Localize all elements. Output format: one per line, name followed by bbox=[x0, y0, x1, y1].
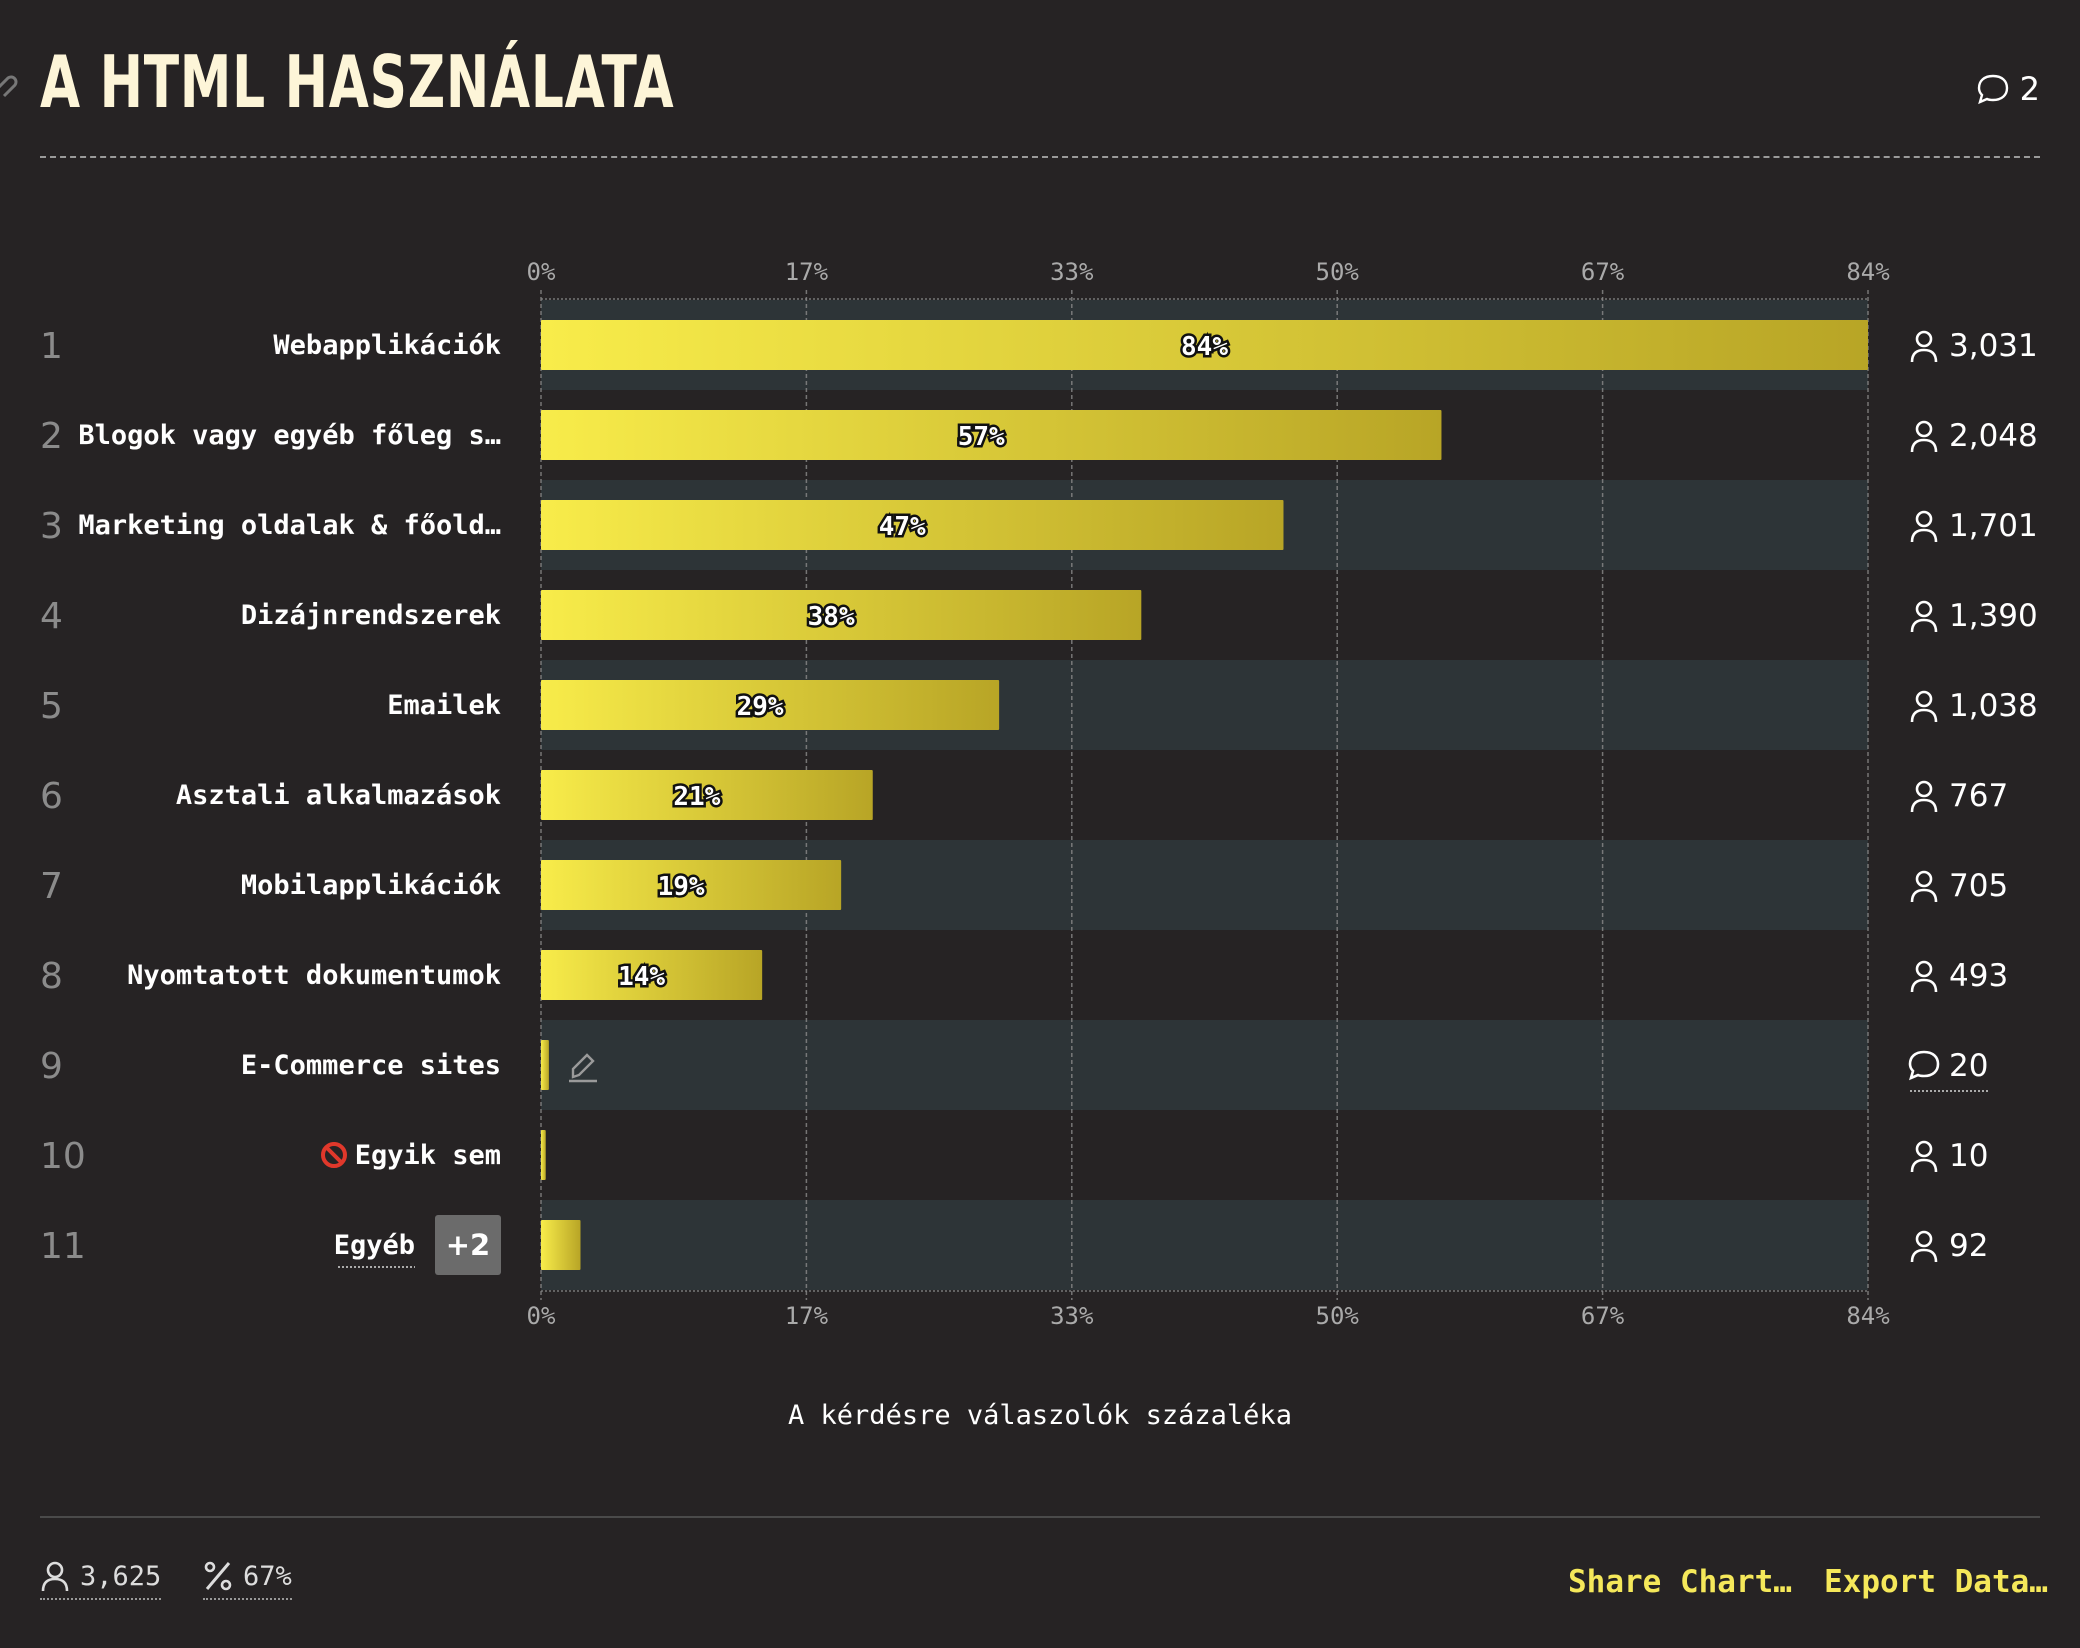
row-band bbox=[541, 1020, 1868, 1110]
bar-value-label: 19% bbox=[658, 872, 705, 902]
rank-number: 1 bbox=[40, 326, 63, 367]
x-axis-title: A kérdésre válaszolók százaléka bbox=[788, 1400, 1292, 1431]
rank-number: 3 bbox=[40, 506, 63, 547]
person-icon bbox=[41, 1561, 69, 1592]
person-icon bbox=[1910, 870, 1938, 903]
x-tick-label-top: 33% bbox=[1050, 258, 1094, 286]
person-icon bbox=[1910, 780, 1938, 813]
bar-value-label: 47% bbox=[879, 512, 926, 542]
count-value: 92 bbox=[1949, 1228, 1988, 1264]
category-label: Dizájnrendszerek bbox=[241, 600, 501, 631]
comment-count: 2 bbox=[2019, 70, 2040, 108]
bar[interactable] bbox=[541, 500, 1284, 550]
person-icon bbox=[1910, 1140, 1938, 1173]
comment-icon bbox=[1977, 74, 2008, 105]
bar-value-label: 21% bbox=[673, 782, 720, 812]
category-label: Asztali alkalmazások bbox=[176, 780, 501, 811]
bar-value-label: 38% bbox=[808, 602, 855, 632]
title-divider bbox=[40, 156, 2040, 158]
category-label: Webapplikációk bbox=[273, 330, 501, 361]
x-tick-label-top: 17% bbox=[785, 258, 829, 286]
share-chart-button[interactable]: Share Chart… bbox=[1568, 1564, 1792, 1600]
percent-stat[interactable]: 67% bbox=[203, 1560, 292, 1600]
x-tick-label-top: 0% bbox=[527, 258, 556, 286]
bar[interactable] bbox=[541, 770, 873, 820]
person-icon bbox=[1910, 330, 1938, 363]
bar[interactable] bbox=[541, 1040, 549, 1090]
rank-number: 11 bbox=[40, 1226, 86, 1267]
rank-number: 9 bbox=[40, 1046, 63, 1087]
bar-chart: 0% 0% 17% 17% 33% 33% 50% 50% 67% 67% 84% 84% 1 Webap… bbox=[40, 258, 2038, 1330]
x-tick-label-bottom: 50% bbox=[1316, 1302, 1360, 1330]
category-label[interactable]: Egyéb bbox=[334, 1230, 415, 1261]
rank-number: 7 bbox=[40, 866, 63, 907]
category-label: E-Commerce sites bbox=[241, 1050, 501, 1081]
percent-value: 67% bbox=[243, 1560, 292, 1592]
category-label: Emailek bbox=[387, 690, 501, 721]
respondents-stat[interactable]: 3,625 bbox=[40, 1560, 162, 1600]
other-badge-label: +2 bbox=[446, 1228, 490, 1262]
page-title: A HTML HASZNÁLATA bbox=[40, 40, 675, 124]
count-value: 1,701 bbox=[1949, 508, 2038, 544]
bar[interactable] bbox=[541, 410, 1442, 460]
prohibited-icon-slash bbox=[325, 1146, 343, 1164]
bar-value-label: 29% bbox=[737, 692, 784, 722]
rank-number: 2 bbox=[40, 416, 63, 457]
count-value: 493 bbox=[1949, 958, 2008, 994]
person-icon bbox=[1910, 600, 1938, 633]
bar[interactable] bbox=[541, 590, 1142, 640]
count-value: 767 bbox=[1949, 778, 2008, 814]
other-badge[interactable] bbox=[435, 1215, 501, 1275]
bar[interactable] bbox=[541, 860, 842, 910]
person-icon bbox=[1910, 1230, 1938, 1263]
count-value: 10 bbox=[1949, 1138, 1988, 1174]
x-tick-label-bottom: 17% bbox=[785, 1302, 829, 1330]
prohibited-icon bbox=[321, 1142, 347, 1168]
respondents-count: 3,625 bbox=[80, 1560, 162, 1592]
pencil-icon[interactable] bbox=[569, 1053, 597, 1083]
x-tick-label-bottom: 33% bbox=[1050, 1302, 1094, 1330]
percent-icon bbox=[204, 1561, 232, 1591]
bar-value-label: 84% bbox=[1181, 332, 1228, 362]
rank-number: 8 bbox=[40, 956, 63, 997]
bar[interactable] bbox=[541, 950, 763, 1000]
category-label: Blogok vagy egyéb főleg s… bbox=[78, 420, 501, 451]
count-value: 1,390 bbox=[1949, 598, 2038, 634]
link-icon[interactable] bbox=[0, 72, 22, 102]
footer-divider bbox=[40, 1516, 2040, 1518]
count-value: 705 bbox=[1949, 868, 2008, 904]
x-tick-label-bottom: 0% bbox=[527, 1302, 556, 1330]
x-tick-label-top: 84% bbox=[1846, 258, 1890, 286]
rank-number: 5 bbox=[40, 686, 63, 727]
bar[interactable] bbox=[541, 320, 1868, 370]
rank-number: 6 bbox=[40, 776, 63, 817]
x-tick-label-top: 50% bbox=[1316, 258, 1360, 286]
count-value: 3,031 bbox=[1949, 328, 2038, 364]
count-value: 2,048 bbox=[1949, 418, 2038, 454]
rank-number: 4 bbox=[40, 596, 63, 637]
rank-number: 10 bbox=[40, 1136, 86, 1177]
person-icon bbox=[1910, 960, 1938, 993]
category-label: Marketing oldalak & főold… bbox=[78, 510, 501, 541]
category-label: Egyik sem bbox=[355, 1140, 501, 1171]
person-icon bbox=[1910, 510, 1938, 543]
comments-button[interactable]: 2 bbox=[1976, 70, 2040, 108]
category-label: Nyomtatott dokumentumok bbox=[127, 960, 501, 991]
bar-value-label: 14% bbox=[618, 962, 665, 992]
row-band bbox=[541, 1200, 1868, 1290]
bar[interactable] bbox=[541, 1130, 546, 1180]
bar[interactable] bbox=[541, 1220, 581, 1270]
export-data-button[interactable]: Export Data… bbox=[1824, 1564, 2048, 1600]
comment-icon bbox=[1908, 1050, 1940, 1081]
person-icon bbox=[1910, 690, 1938, 723]
bar[interactable] bbox=[541, 680, 1000, 730]
category-label: Mobilapplikációk bbox=[241, 870, 501, 901]
count-value: 1,038 bbox=[1949, 688, 2038, 724]
person-icon bbox=[1910, 420, 1938, 453]
x-tick-label-bottom: 67% bbox=[1581, 1302, 1625, 1330]
x-tick-label-bottom: 84% bbox=[1846, 1302, 1890, 1330]
bar-value-label: 57% bbox=[958, 422, 1005, 452]
count-value[interactable]: 20 bbox=[1949, 1048, 1988, 1084]
x-tick-label-top: 67% bbox=[1581, 258, 1625, 286]
